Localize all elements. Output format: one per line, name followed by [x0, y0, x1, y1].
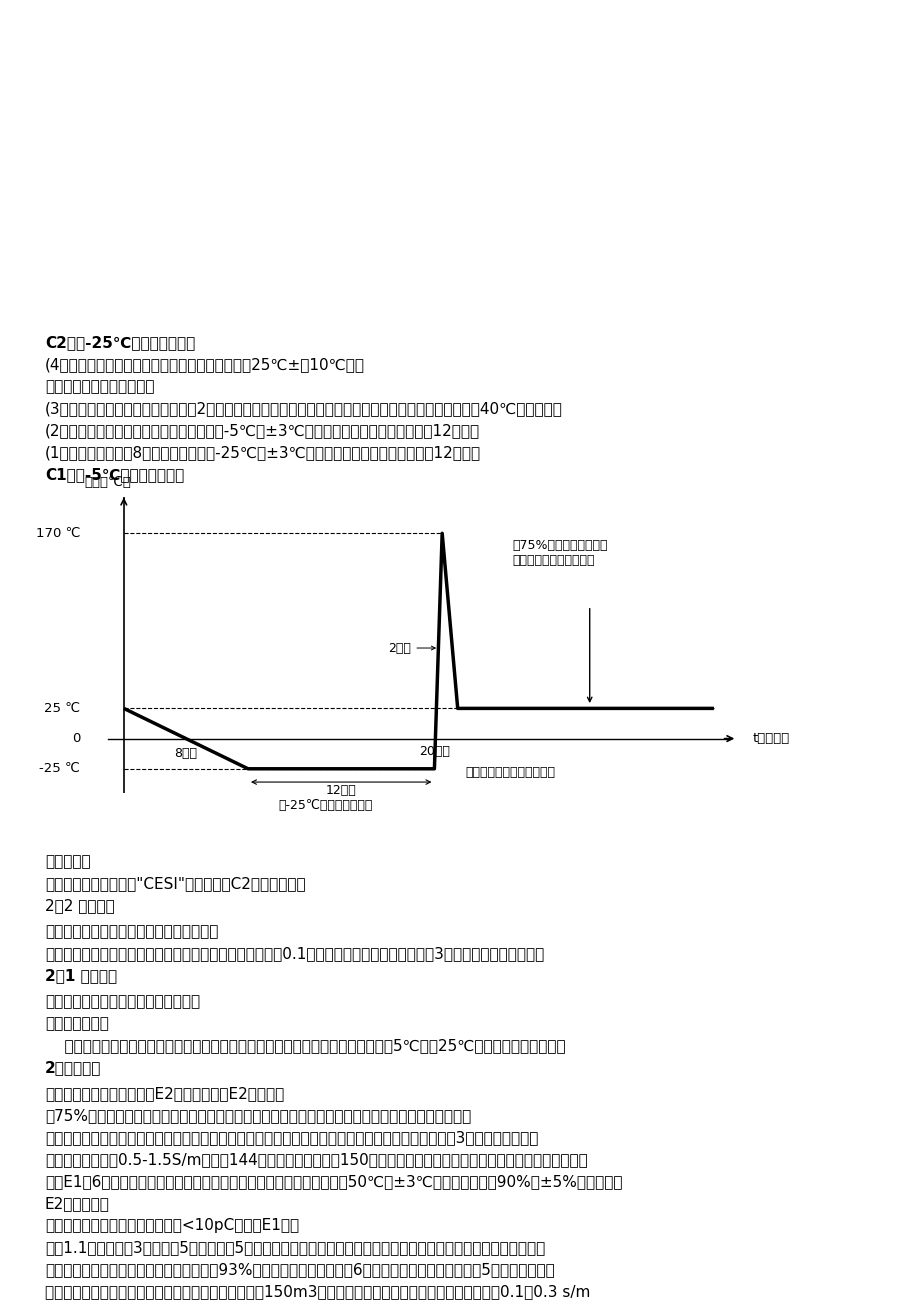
- Text: 施加1.1倍额定电压3次，每次5分钟，间隔5分钟（中性点绝缘系统）。施加电压过程中不能有电弧产生，不得有严重的: 施加1.1倍额定电压3次，每次5分钟，间隔5分钟（中性点绝缘系统）。施加电压过程…: [45, 1240, 545, 1255]
- Text: 2小时: 2小时: [388, 642, 411, 655]
- Text: 12小时: 12小时: [325, 785, 357, 797]
- Text: 经过E1级6小时冷凝试验后，下面进行第二阶段的试验，保持室内温度为50℃（±3℃）、相对湿度为90%（±5%）、盐水雾: 经过E1级6小时冷凝试验后，下面进行第二阶段的试验，保持室内温度为50℃（±3℃…: [45, 1174, 622, 1189]
- Text: 如图二所示: 如图二所示: [45, 854, 91, 868]
- Text: 在75%额定试验电压下进
行绝缘试验并测定局放量: 在75%额定试验电压下进 行绝缘试验并测定局放量: [512, 539, 607, 568]
- Text: 条件下的最大环境温度）。: 条件下的最大环境温度）。: [45, 379, 154, 395]
- Text: 170 ℃: 170 ℃: [36, 527, 80, 540]
- Text: E2：渗透试验: E2：渗透试验: [45, 1197, 109, 1211]
- Text: 变压器在不激磁状态下放入温度、湿度可以控制的约有150m3的环境模拟试验室内，通过喷嘴喷入导电率为0.1～0.3 s/m: 变压器在不激磁状态下放入温度、湿度可以控制的约有150m3的环境模拟试验室内，通…: [45, 1284, 590, 1299]
- Text: 温度（℃）: 温度（℃）: [85, 475, 131, 488]
- Text: 8小时: 8小时: [175, 747, 198, 760]
- Text: (3）进行热冲击试验，对变压器施加2倍的额定电流，该电流应保持到变压器线圈的温度达到其最大温升加40℃（正常运行: (3）进行热冲击试验，对变压器施加2倍的额定电流，该电流应保持到变压器线圈的温度…: [45, 401, 562, 417]
- Text: -25 ℃: -25 ℃: [40, 762, 80, 775]
- Text: (2）而后在约定时间内，温度应逐渐回升到-5℃（±3℃），然后保持在该温度值上至少12小时。: (2）而后在约定时间内，温度应逐渐回升到-5℃（±3℃），然后保持在该温度值上至…: [45, 423, 480, 437]
- Text: 损坏迹象。变压器无异常，测局放<10pC，通过E1级。: 损坏迹象。变压器无异常，测局放<10pC，通过E1级。: [45, 1217, 299, 1233]
- Text: C1级：-5℃时的热冲击试验: C1级：-5℃时的热冲击试验: [45, 467, 184, 482]
- Text: 25 ℃: 25 ℃: [44, 702, 80, 715]
- Text: 水雾已经渗透了变压器的各个部位，所以这一阶段又称水分渗透试验。在此情况下或在正常环境中存放3小时，对变压器施: 水雾已经渗透了变压器的各个部位，所以这一阶段又称水分渗透试验。在此情况下或在正常…: [45, 1130, 538, 1144]
- Text: 云变的样机满足要求，通过E2级试验，获得E2级证书。: 云变的样机满足要求，通过E2级试验，获得E2级证书。: [45, 1086, 284, 1101]
- Text: 的盐水雾化气体，将试验室内的湿度保持在93%以上，放置时间不得小于6小时，即为冷凝试验。此后在5分钟内对变压器: 的盐水雾化气体，将试验室内的湿度保持在93%以上，放置时间不得小于6小时，即为冷…: [45, 1262, 554, 1277]
- Text: 2．2 试验方法: 2．2 试验方法: [45, 898, 115, 913]
- Text: 2．1 试验装置: 2．1 试验装置: [45, 967, 117, 983]
- Text: 化气体的导电率为0.5-1.5S/m，持续144个小时，两个阶段共150小时，在这近一周的时间内可以认为带有导电率很高的: 化气体的导电率为0.5-1.5S/m，持续144个小时，两个阶段共150小时，在…: [45, 1152, 587, 1167]
- Text: t（小时）: t（小时）: [752, 732, 789, 745]
- Text: (4）热冲击试验后，变压器放置环境的温度应变为25℃±（10℃）。: (4）热冲击试验后，变压器放置环境的温度应变为25℃±（10℃）。: [45, 357, 365, 372]
- Text: 20小时: 20小时: [418, 745, 449, 758]
- Text: 加75%的额定工频、感应试验电压和测量局部放电水平。施加电压过程中不应有电弧或击穿现象发生。: 加75%的额定工频、感应试验电压和测量局部放电水平。施加电压过程中不应有电弧或击…: [45, 1108, 471, 1124]
- Text: 在-25℃时处于稳定阶段: 在-25℃时处于稳定阶段: [278, 799, 372, 812]
- Text: 本试验是检验变压器适应各种气候能力和承受热冲击能力，即检验变压器能否在－5℃或－25℃温度下储存、运输和直: 本试验是检验变压器适应各种气候能力和承受热冲击能力，即检验变压器能否在－5℃或－…: [45, 1038, 565, 1053]
- Text: 云南变压器厂的产品在"CESI"实验室通过C2级试验的程序: 云南变压器厂的产品在"CESI"实验室通过C2级试验的程序: [45, 876, 305, 891]
- Text: C2级：-25℃时的热冲击试验: C2级：-25℃时的热冲击试验: [45, 335, 195, 350]
- Text: 两次侧输入两倍的额定电流: 两次侧输入两倍的额定电流: [465, 766, 555, 779]
- Text: 0: 0: [72, 732, 80, 745]
- Text: 按变压器试验情况确认它的气候等级。: 按变压器试验情况确认它的气候等级。: [45, 993, 200, 1009]
- Text: 2．气候试验: 2．气候试验: [45, 1060, 101, 1075]
- Text: 度。测量读数平均值应作为空气基准温度。: 度。测量读数平均值应作为空气基准温度。: [45, 924, 218, 939]
- Text: (1）试验室的温度在8小时内逐渐降低到-25℃（±3℃），然后保持在该温度值上至少12小时。: (1）试验室的温度在8小时内逐渐降低到-25℃（±3℃），然后保持在该温度值上至…: [45, 445, 481, 460]
- Text: 变压器应放在温度可以控制的密闭室中，在距离变压器表面0.1米，并且在变压器一半高处至有3个地点可测量试验室的温: 变压器应放在温度可以控制的密闭室中，在距离变压器表面0.1米，并且在变压器一半高…: [45, 947, 544, 961]
- Text: 接带负荷投运。: 接带负荷投运。: [45, 1016, 108, 1031]
